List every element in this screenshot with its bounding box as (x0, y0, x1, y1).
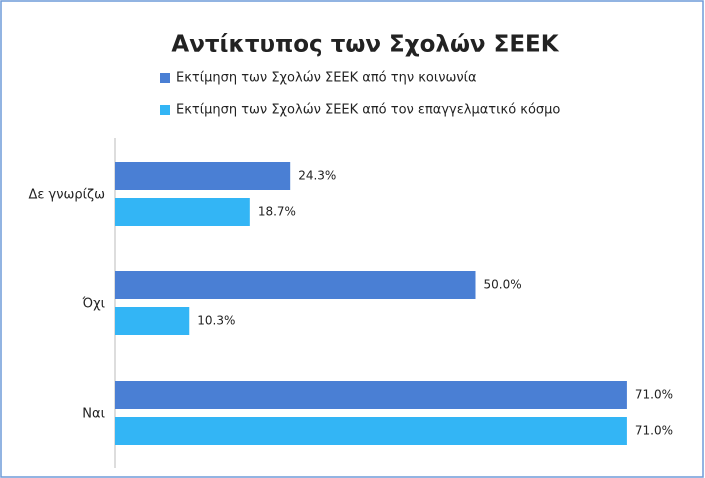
bar (115, 307, 190, 335)
category-label: Δε γνωρίζω (28, 188, 105, 203)
value-label: 50.0% (484, 278, 522, 292)
legend-swatch (160, 105, 170, 115)
value-label: 71.0% (635, 388, 673, 402)
value-label: 18.7% (258, 205, 296, 219)
bar (115, 381, 627, 409)
value-label: 71.0% (635, 424, 673, 438)
category-label: Όχι (82, 297, 105, 312)
value-label: 10.3% (197, 314, 235, 328)
bar (115, 162, 291, 190)
legend-label: Εκτίμηση των Σχολών ΣΕΕΚ από την κοινωνί… (176, 71, 477, 86)
bar (115, 271, 476, 299)
category-label: Ναι (82, 407, 105, 422)
legend-swatch (160, 73, 170, 83)
bar (115, 417, 627, 445)
legend-label: Εκτίμηση των Σχολών ΣΕΕΚ από τον επαγγελ… (176, 103, 560, 118)
chart-title: Αντίκτυπος των Σχολών ΣΕΕΚ (171, 32, 559, 58)
bar (115, 198, 250, 226)
value-label: 24.3% (298, 169, 336, 183)
